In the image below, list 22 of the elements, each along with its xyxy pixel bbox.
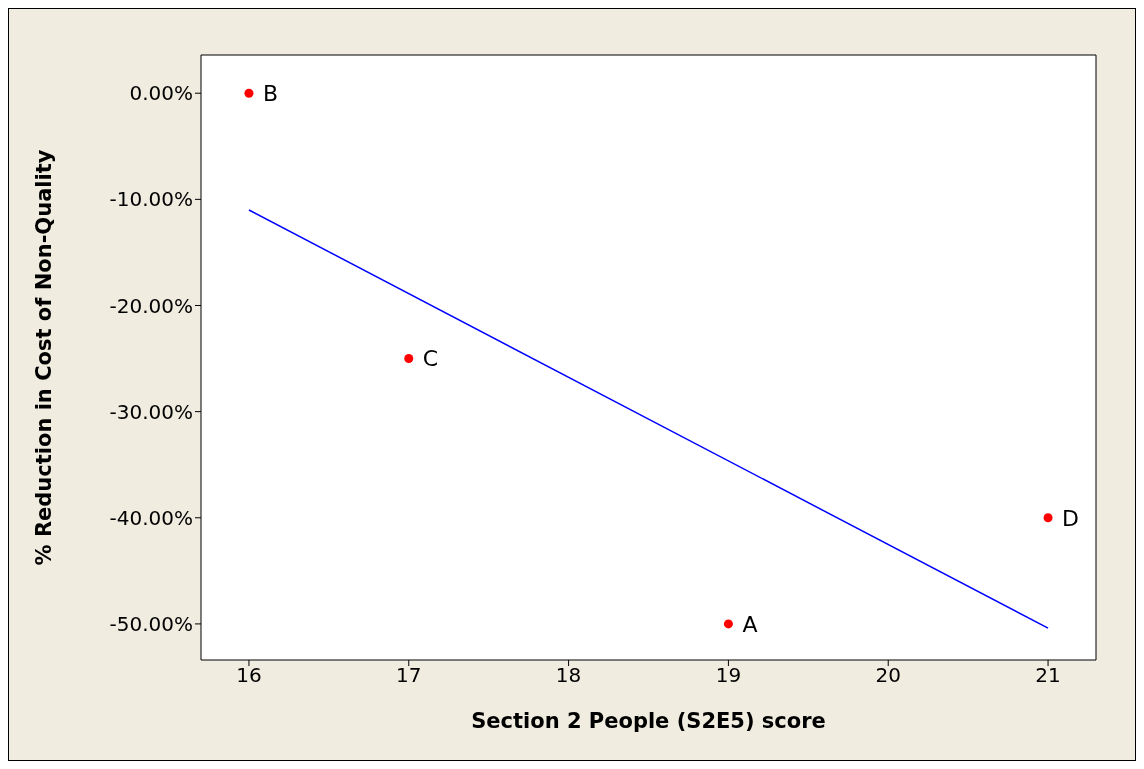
x-axis-title: Section 2 People (S2E5) score — [471, 709, 826, 733]
y-tick-label: -20.00% — [109, 293, 193, 318]
y-tick-label: -50.00% — [109, 612, 193, 637]
point — [723, 619, 733, 629]
point — [1043, 513, 1053, 523]
annotation: B — [262, 81, 279, 107]
x-tick-label: 18 — [555, 663, 582, 688]
x-tick-label: 16 — [236, 663, 262, 688]
x-tick-label: 17 — [396, 663, 422, 688]
y-axis-title: % Reduction in Cost of Non-Quality — [32, 149, 57, 566]
point — [244, 88, 254, 98]
y-tick-label: -40.00% — [109, 505, 193, 530]
annotation: A — [742, 611, 758, 637]
y-tick-label: 0.00% — [129, 81, 193, 106]
x-tick-label: 19 — [715, 663, 742, 688]
annotation: C — [422, 346, 439, 372]
y-tick-label: -10.00% — [109, 187, 193, 212]
x-tick-label: 21 — [1035, 663, 1061, 688]
x-tick-label: 20 — [875, 663, 901, 688]
annotation: D — [1062, 505, 1080, 531]
point — [404, 354, 414, 364]
y-tick-label: -30.00% — [109, 399, 193, 424]
